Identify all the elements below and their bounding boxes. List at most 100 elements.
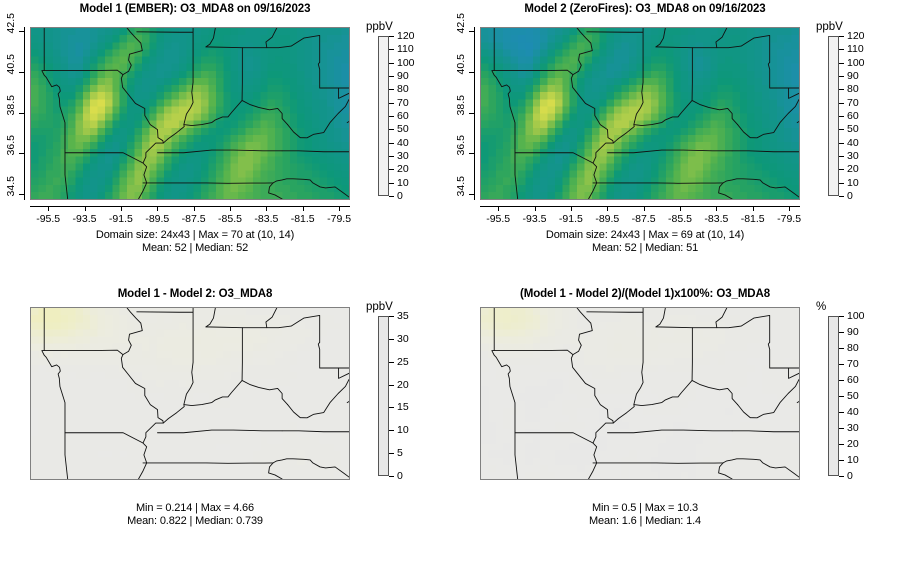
colorbar-tick-label: 0 <box>397 470 403 482</box>
colorbar-tick <box>839 89 844 91</box>
x-tick-label: -87.5 <box>631 213 656 225</box>
y-tick <box>19 193 24 195</box>
y-tick-label: 36.5 <box>5 135 17 156</box>
colorbar-tick-label: 100 <box>847 56 865 69</box>
x-tick <box>302 206 304 211</box>
x-tick-label: -85.5 <box>668 213 692 225</box>
colorbar-tick-label: 50 <box>847 123 859 136</box>
colorbar-tick <box>389 407 394 409</box>
x-tick-label: -93.5 <box>72 213 97 225</box>
colorbar-tick <box>389 142 394 144</box>
colorbar-tick <box>839 476 844 477</box>
colorbar-tick <box>389 169 394 171</box>
y-tick-label: 40.5 <box>5 53 17 75</box>
x-tick <box>193 206 195 211</box>
colorbar-tick-label: 30 <box>847 150 859 162</box>
map-plot-area <box>480 307 800 480</box>
colorbar-tick <box>839 36 844 37</box>
colorbar-tick-label: 25 <box>397 355 409 368</box>
colorbar-tick <box>839 412 844 413</box>
colorbar-tick <box>839 348 844 349</box>
y-tick-label: 34.5 <box>5 175 17 197</box>
colorbar-tick-label: 100 <box>847 310 865 322</box>
state-boundaries <box>31 308 349 479</box>
colorbar-tick <box>839 76 844 77</box>
state-boundaries <box>31 28 349 199</box>
colorbar-tick-label: 70 <box>847 96 859 109</box>
colorbar-tick <box>389 182 394 184</box>
panel-title: (Model 1 - Model 2)/(Model 1)x100%: O3_M… <box>519 288 771 300</box>
panel-model1: Model 1 (EMBER): O3_MDA8 on 09/16/2023 -… <box>0 0 450 280</box>
x-tick-label: -81.5 <box>290 213 315 225</box>
y-tick <box>19 71 24 73</box>
colorbar-tick-label: 15 <box>397 401 409 414</box>
x-tick <box>48 206 50 211</box>
colorbar-tick <box>389 361 394 363</box>
x-tick <box>230 206 231 211</box>
y-axis-line <box>474 27 475 200</box>
x-tick-label: -95.5 <box>36 213 61 225</box>
colorbar-tick-label: 70 <box>397 96 409 109</box>
colorbar-tick-label: 10 <box>397 424 409 437</box>
x-tick-label: -83.5 <box>254 213 279 225</box>
colorbar-tick-label: 70 <box>847 358 859 370</box>
y-tick <box>469 153 474 155</box>
y-tick-label: 38.5 <box>5 94 17 115</box>
y-tick <box>469 112 474 114</box>
colorbar-tick-label: 0 <box>847 190 853 202</box>
colorbar-gradient <box>828 36 839 196</box>
colorbar-tick-label: 110 <box>397 43 414 56</box>
colorbar-tick <box>839 444 844 445</box>
colorbar-tick <box>389 102 394 104</box>
colorbar-tick-label: 0 <box>397 190 403 202</box>
y-tick <box>19 31 24 33</box>
x-tick <box>570 206 572 211</box>
y-tick-label: 42.5 <box>455 13 467 34</box>
colorbar-tick-label: 90 <box>847 326 859 338</box>
colorbar-title: ppbV <box>366 21 393 33</box>
colorbar-tick <box>389 453 394 455</box>
colorbar-tick <box>389 338 394 340</box>
colorbar-tick-label: 10 <box>397 176 409 189</box>
x-tick <box>266 206 268 211</box>
colorbar-tick-label: 20 <box>397 378 409 391</box>
colorbar-tick-label: 30 <box>397 332 409 345</box>
colorbar-tick <box>389 156 394 157</box>
x-tick <box>716 206 718 211</box>
colorbar-tick <box>389 116 394 117</box>
colorbar-tick <box>839 332 844 333</box>
panel-caption: Domain size: 24x43 | Max = 70 at (10, 14… <box>95 229 295 254</box>
y-tick <box>19 153 24 155</box>
colorbar-tick-label: 40 <box>847 136 859 149</box>
colorbar-tick <box>389 384 394 386</box>
x-tick-label: -91.5 <box>558 213 583 225</box>
y-tick-label: 38.5 <box>455 94 467 115</box>
x-tick-label: -91.5 <box>108 213 133 225</box>
colorbar-tick <box>839 169 844 171</box>
x-tick <box>643 206 645 211</box>
colorbar-gradient <box>378 316 389 476</box>
x-tick <box>680 206 681 211</box>
state-boundaries <box>481 308 799 479</box>
colorbar-tick-label: 90 <box>847 70 859 82</box>
colorbar-tick-label: 60 <box>847 110 859 122</box>
colorbar-tick-label: 110 <box>847 43 864 56</box>
colorbar-tick <box>839 116 844 117</box>
x-tick-label: -81.5 <box>740 213 765 225</box>
x-tick-label: -95.5 <box>486 213 511 225</box>
colorbar-tick <box>389 316 394 317</box>
colorbar-tick <box>839 396 844 397</box>
x-tick-label: -83.5 <box>704 213 729 225</box>
colorbar-tick-label: 5 <box>397 447 403 460</box>
colorbar-tick <box>389 76 394 77</box>
colorbar-title: ppbV <box>816 21 843 33</box>
x-axis-line <box>30 206 350 207</box>
y-tick <box>469 31 474 33</box>
x-axis-line <box>480 206 800 207</box>
colorbar-tick-label: 60 <box>397 110 409 122</box>
colorbar-tick <box>389 89 394 91</box>
colorbar-tick-label: 10 <box>847 454 859 466</box>
colorbar-tick <box>839 316 844 317</box>
colorbar-tick <box>839 142 844 144</box>
x-tick-label: -85.5 <box>218 213 242 225</box>
